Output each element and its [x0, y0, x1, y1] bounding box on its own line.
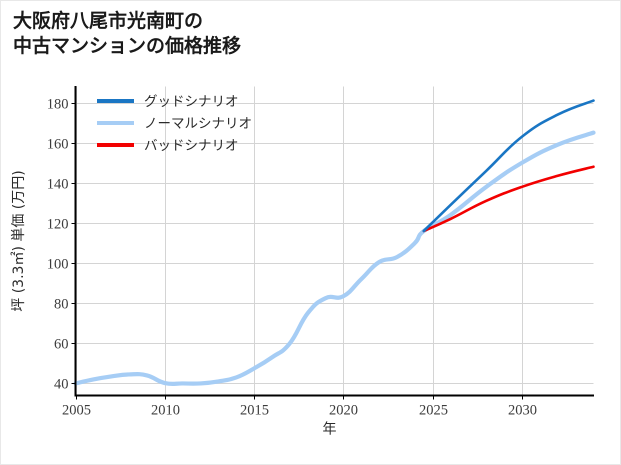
x-axis-tick-label: 2015: [240, 403, 269, 419]
series-line-3: [422, 165, 595, 233]
page-title-line-2: 中古マンションの価格推移: [13, 35, 242, 57]
y-axis-tick-label: 180: [47, 97, 69, 113]
gridlines-group: [75, 86, 594, 396]
page-title: 大阪府八尾市光南町の 中古マンションの価格推移: [13, 9, 573, 59]
y-axis-tick-label: 100: [47, 257, 69, 273]
series-line-2: [73, 130, 596, 387]
series-line-1: [422, 99, 595, 233]
y-axis-tick-label: 80: [54, 297, 69, 313]
axis-titles-group: 年 坪 (3.3㎡) 単価 (万円): [11, 170, 337, 437]
x-axis-title: 年: [323, 422, 337, 438]
y-axis-tick-label: 140: [47, 177, 69, 193]
x-axis-tick-label: 2005: [62, 403, 91, 419]
plot-series-group: [73, 99, 596, 387]
x-axis-tick-label: 2010: [151, 403, 180, 419]
axis-tick-labels-group: 40 60 80 100 120 140 160 180 2005 2010 2015 2020 202…: [47, 97, 537, 419]
y-axis-title: 坪 (3.3㎡) 単価 (万円): [11, 170, 27, 311]
page-title-line-1: 大阪府八尾市光南町の: [13, 10, 204, 32]
y-axis-tick-label: 160: [47, 137, 69, 153]
legend-label-3: バッドシナリオ: [144, 138, 239, 154]
legend-label-1: グッドシナリオ: [144, 94, 239, 110]
axis-spines-group: [71, 86, 594, 400]
y-axis-tick-label: 120: [47, 217, 69, 233]
x-axis-tick-label: 2020: [329, 403, 358, 419]
y-axis-tick-label: 40: [54, 377, 69, 393]
x-axis-tick-label: 2025: [419, 403, 448, 419]
x-axis-tick-label: 2030: [508, 403, 537, 419]
legend-label-2: ノーマルシナリオ: [144, 116, 252, 132]
y-axis-tick-label: 60: [54, 337, 69, 353]
